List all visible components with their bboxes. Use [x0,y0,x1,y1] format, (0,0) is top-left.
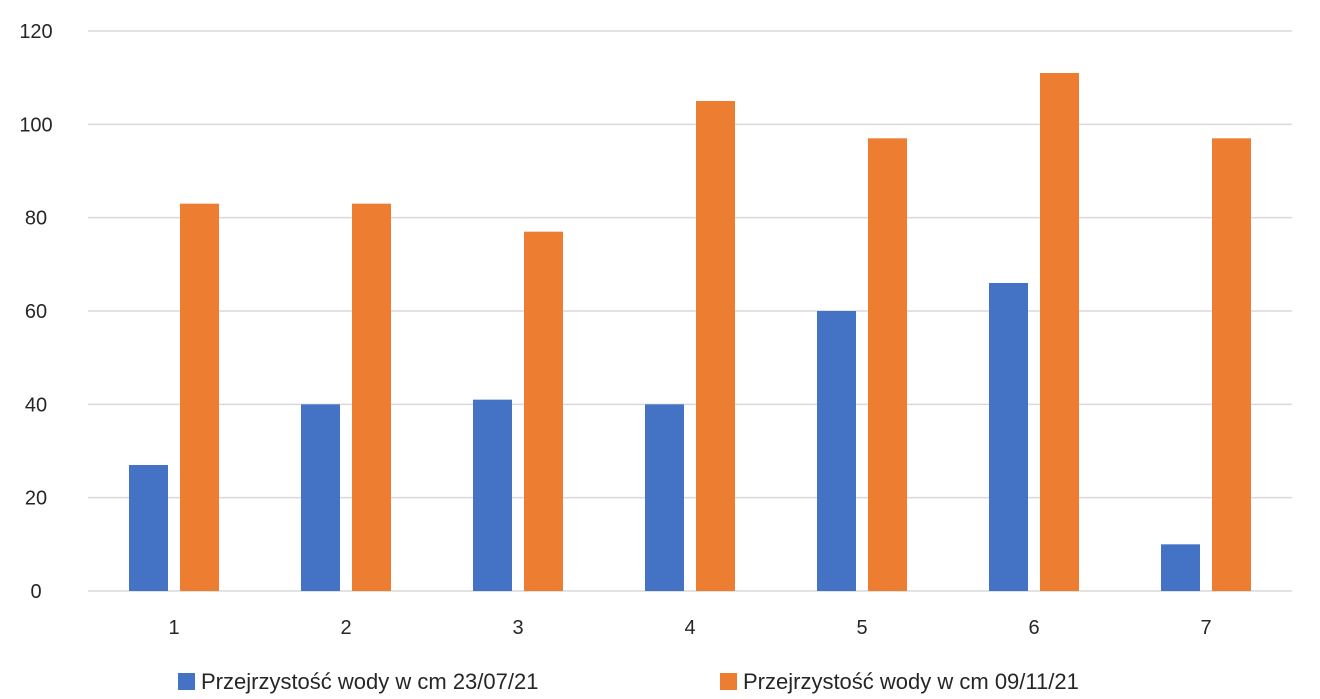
bar-series-1-category-1 [129,465,168,591]
y-tick-label: 20 [25,488,47,510]
bar-series-1-category-7 [1161,544,1200,591]
legend-swatch [178,673,195,690]
x-tick-label: 7 [1200,617,1211,639]
bar-series-1-category-6 [989,283,1028,591]
x-tick-label: 1 [168,617,179,639]
legend-item-1: Przejrzystość wody w cm 23/07/21 [178,669,538,694]
legend: Przejrzystość wody w cm 23/07/21 Przejrzy… [178,669,1079,694]
bar-series-2-category-4 [696,101,735,591]
bar-series-1-category-5 [817,311,856,591]
bar-series-2-category-2 [352,203,391,591]
y-axis-tick-labels: 0 20 40 60 80 100 120 [19,21,52,603]
bar-series-2-category-3 [524,231,563,591]
y-tick-label: 80 [25,208,47,230]
bar-series-1-category-2 [301,404,340,591]
legend-item-2: Przejrzystość wody w cm 09/11/21 [720,669,1079,694]
legend-label: Przejrzystość wody w cm 09/11/21 [743,669,1079,694]
x-tick-label: 2 [340,617,351,639]
x-tick-label: 5 [856,617,867,639]
bar-series-1-category-4 [645,404,684,591]
bar-series-2-category-5 [868,138,907,592]
bar-series-2-category-7 [1212,138,1251,592]
y-tick-label: 120 [19,21,52,43]
x-tick-label: 4 [684,617,695,639]
legend-label: Przejrzystość wody w cm 23/07/21 [201,669,538,694]
x-tick-label: 6 [1028,617,1039,639]
x-axis-tick-labels: 1 2 3 4 5 6 7 [168,617,1211,639]
legend-swatch [720,673,737,690]
bar-series-2-category-6 [1040,73,1079,591]
y-tick-label: 100 [19,114,52,136]
bars [129,73,1251,592]
y-tick-label: 40 [25,394,47,416]
gridlines [88,30,1292,592]
y-tick-label: 0 [30,581,41,603]
bar-series-2-category-1 [180,203,219,591]
y-tick-label: 60 [25,301,47,323]
x-tick-label: 3 [512,617,523,639]
bar-series-1-category-3 [473,399,512,591]
